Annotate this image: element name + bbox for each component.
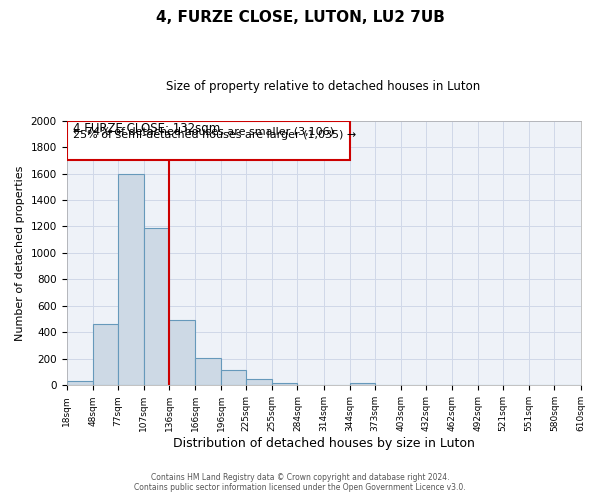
Bar [67,380,92,386]
Text: Contains HM Land Registry data © Crown copyright and database right 2024.
Contai: Contains HM Land Registry data © Crown c… [134,473,466,492]
Bar [221,370,246,386]
Title: Size of property relative to detached houses in Luton: Size of property relative to detached ho… [166,80,481,93]
Bar [272,382,298,386]
Bar [169,320,195,386]
Text: 4, FURZE CLOSE, LUTON, LU2 7UB: 4, FURZE CLOSE, LUTON, LU2 7UB [155,10,445,25]
Text: 4 FURZE CLOSE: 132sqm: 4 FURZE CLOSE: 132sqm [73,122,221,135]
Bar [350,384,375,386]
Bar [246,380,272,386]
Bar [92,324,118,386]
X-axis label: Distribution of detached houses by size in Luton: Distribution of detached houses by size … [173,437,475,450]
Bar [144,228,169,386]
Bar [195,358,221,386]
Bar [118,174,144,386]
Y-axis label: Number of detached properties: Number of detached properties [15,166,25,340]
Text: 25% of semi-detached houses are larger (1,035) →: 25% of semi-detached houses are larger (… [73,130,357,140]
Bar [67,120,350,160]
Text: ← 74% of detached houses are smaller (3,106): ← 74% of detached houses are smaller (3,… [73,126,334,136]
